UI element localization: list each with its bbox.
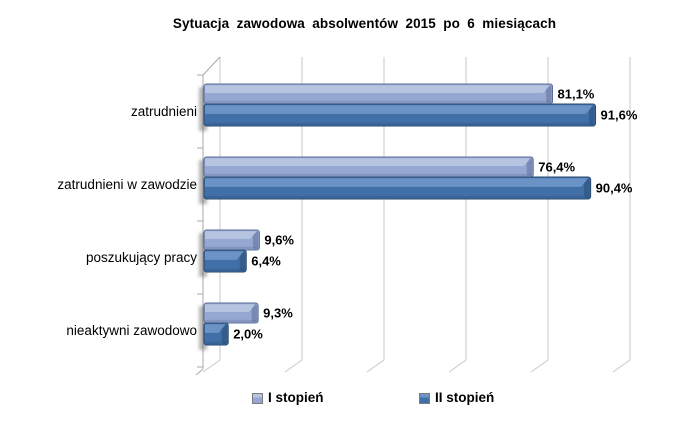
- bar-bevel-i-stopien-1: [205, 158, 531, 166]
- legend-label-i-stopien: I stopień: [268, 390, 324, 405]
- gridline-foot-5: [612, 359, 631, 373]
- category-label-2: poszukujący pracy: [86, 250, 197, 265]
- legend-swatch-i-stopien: [252, 392, 263, 404]
- value-label-ii-stopien-2: 6,4%: [251, 254, 281, 269]
- legend-swatch-ii-stopien: [419, 392, 430, 404]
- bar-bevel-ii-stopien-0: [205, 105, 594, 114]
- bar-bottom-shade-i-stopien-1: [205, 173, 533, 176]
- value-label-i-stopien-2: 9,6%: [264, 233, 294, 248]
- gridline-foot-3: [448, 359, 467, 373]
- bar-endcap-ii-stopien-1: [584, 178, 590, 198]
- wall-top-edge: [202, 56, 221, 76]
- category-axis-foot: [195, 368, 204, 376]
- legend-label-ii-stopien: II stopień: [435, 390, 495, 405]
- value-label-i-stopien-0: 81,1%: [558, 87, 595, 102]
- legend-item-ii-stopien: II stopień: [419, 390, 494, 405]
- bar-shadow-3: [199, 306, 207, 350]
- bar-endcap-i-stopien-2: [252, 231, 259, 249]
- category-label-0: zatrudnieni: [131, 104, 197, 119]
- gridline-foot-4: [530, 359, 549, 373]
- bar-bevel-i-stopien-3: [205, 304, 256, 312]
- bar-bevel-i-stopien-2: [205, 231, 257, 239]
- bar-bevel-ii-stopien-3: [205, 324, 226, 333]
- bar-bottom-shade-i-stopien-3: [205, 319, 258, 322]
- bar-shadow-2: [199, 233, 207, 277]
- bar-shadow-1: [199, 160, 207, 204]
- value-label-ii-stopien-1: 90,4%: [596, 181, 633, 196]
- category-label-1: zatrudnieni w zawodzie: [57, 177, 197, 192]
- gridline-foot-1: [284, 359, 303, 373]
- bar-endcap-ii-stopien-2: [239, 251, 246, 271]
- category-label-3: nieaktywni zawodowo: [66, 323, 197, 338]
- bar-endcap-i-stopien-0: [546, 85, 552, 103]
- gridline-foot-0: [202, 359, 221, 373]
- bar-endcap-i-stopien-3: [251, 304, 258, 322]
- bar-endcap-i-stopien-1: [526, 158, 533, 176]
- bar-shadow-0: [199, 87, 207, 131]
- legend-item-i-stopien: I stopień: [252, 390, 324, 405]
- value-label-ii-stopien-0: 91,6%: [601, 108, 638, 123]
- value-label-i-stopien-3: 9,3%: [263, 306, 293, 321]
- value-label-i-stopien-1: 76,4%: [538, 160, 575, 175]
- bar-bottom-shade-i-stopien-0: [205, 100, 552, 103]
- bar-endcap-ii-stopien-3: [221, 324, 228, 344]
- bar-bevel-ii-stopien-1: [205, 178, 589, 187]
- gridline-foot-2: [366, 359, 385, 373]
- bar-bottom-shade-ii-stopien-2: [205, 268, 246, 271]
- chart-title: Sytuacja zawodowa absolwentów 2015 po 6 …: [172, 16, 557, 31]
- value-label-ii-stopien-3: 2,0%: [233, 327, 263, 342]
- bar-bottom-shade-ii-stopien-0: [205, 122, 595, 125]
- plot-area: 81,1% 91,6% zatrudnieni 76,4% 90,4% zatrudnie…: [57, 56, 638, 376]
- bar-bottom-shade-ii-stopien-3: [205, 341, 228, 344]
- bar-bevel-ii-stopien-2: [205, 251, 244, 260]
- bar-bottom-shade-i-stopien-2: [205, 246, 259, 249]
- bar-bevel-i-stopien-0: [205, 85, 551, 93]
- bar-endcap-ii-stopien-0: [589, 105, 595, 125]
- bar-bottom-shade-ii-stopien-1: [205, 195, 590, 198]
